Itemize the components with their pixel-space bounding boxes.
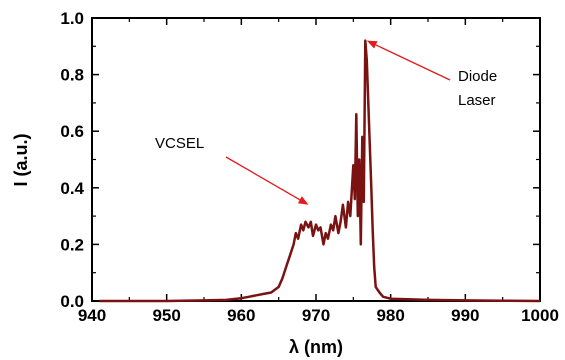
x-tick-label: 940 (78, 306, 106, 325)
annotation-vcsel: VCSEL (155, 135, 309, 205)
y-tick-label: 0.2 (60, 235, 84, 254)
annotation-vcsel-label: VCSEL (155, 135, 204, 152)
y-tick-label: 0.6 (60, 122, 84, 141)
x-axis-ticks: 940 950 960 970 980 990 1000 (78, 18, 559, 325)
y-axis-title: I (a.u.) (11, 133, 31, 186)
y-tick-label: 0.4 (60, 179, 84, 198)
annotation-diode-arrowhead (366, 40, 378, 49)
annotation-diode-label: Diode (458, 68, 497, 85)
annotation-diode-laser: Diode Laser (366, 40, 497, 109)
plot-frame (91, 17, 541, 302)
x-tick-label: 970 (302, 306, 330, 325)
x-tick-label: 960 (227, 306, 255, 325)
x-tick-label: 1000 (521, 306, 559, 325)
y-tick-label: 0.8 (60, 66, 84, 85)
annotation-diode-arrow (375, 44, 451, 81)
annotation-vcsel-arrowhead (297, 196, 309, 205)
y-axis-ticks: 0.0 0.2 0.4 0.6 0.8 1.0 (60, 9, 540, 311)
y-tick-label: 0.0 (60, 292, 84, 311)
x-tick-label: 990 (451, 306, 479, 325)
x-tick-label: 980 (376, 306, 404, 325)
x-tick-label: 950 (152, 306, 180, 325)
y-tick-label: 1.0 (60, 9, 84, 28)
annotation-laser-label: Laser (458, 92, 496, 109)
x-axis-title: λ (nm) (289, 337, 343, 357)
annotation-vcsel-arrow (225, 156, 301, 201)
spectrum-line (99, 39, 541, 303)
